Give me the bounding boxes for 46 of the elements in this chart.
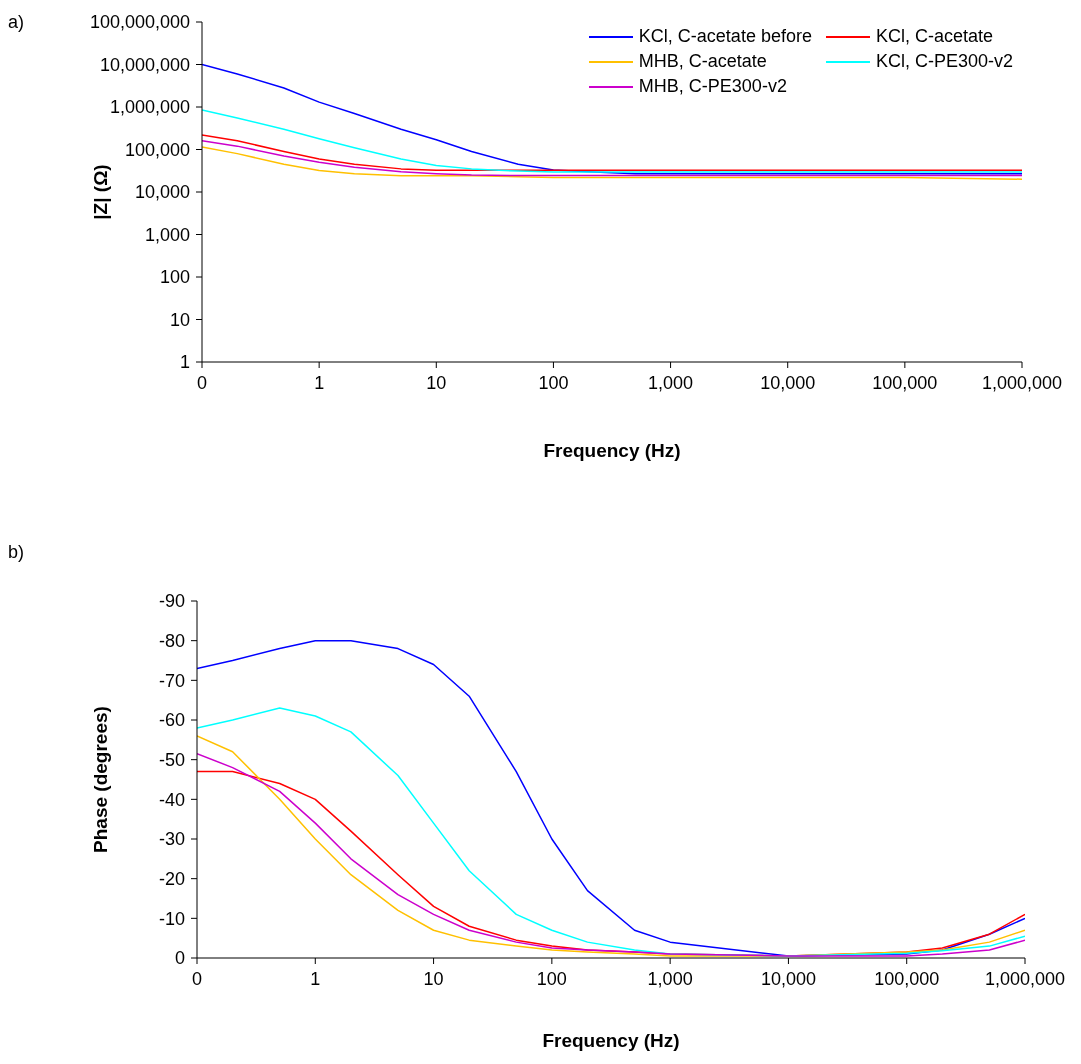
y-tick-label: 100,000,000 — [89, 12, 190, 33]
y-tick-label: -90 — [158, 591, 185, 612]
y-tick-label: 10,000 — [134, 182, 190, 203]
x-tick-label: 100,000 — [872, 372, 938, 393]
x-tick-label: 10,000 — [760, 968, 816, 989]
x-tick-label: 1 — [314, 372, 325, 393]
x-tick-label: 10 — [423, 968, 444, 989]
x-tick-label: 10 — [426, 372, 447, 393]
legend-label: KCl, C-acetate before — [638, 26, 812, 47]
text: b) — [8, 542, 25, 563]
legend-label: KCl, C-PE300-v2 — [875, 51, 1013, 72]
x-tick-label: 1 — [310, 968, 321, 989]
y-tick-label: 10,000,000 — [99, 54, 190, 75]
y-tick-label: 10 — [169, 309, 190, 330]
y-axis-title: Phase (degrees) — [89, 706, 111, 853]
x-tick-label: 0 — [191, 968, 203, 989]
y-tick-label: -50 — [158, 750, 185, 771]
y-tick-label: 0 — [174, 948, 185, 969]
legend-label: MHB, C-PE300-v2 — [638, 76, 787, 97]
x-tick-label: 0 — [196, 372, 208, 393]
x-tick-label: 1,000,000 — [981, 372, 1063, 393]
x-axis-title: Frequency (Hz) — [542, 1030, 680, 1051]
y-tick-label: -10 — [158, 908, 185, 929]
y-tick-label: -30 — [158, 829, 185, 850]
y-tick-label: -40 — [158, 789, 185, 810]
legend-label: MHB, C-acetate — [638, 51, 767, 72]
x-tick-label: 1,000 — [647, 968, 693, 989]
y-tick-label: -80 — [158, 631, 185, 652]
y-tick-label: 1 — [179, 352, 190, 373]
x-tick-label: 10,000 — [760, 372, 816, 393]
x-tick-label: 100,000 — [874, 968, 940, 989]
y-axis-title: |Z| (Ω) — [89, 164, 111, 220]
y-tick-label: 100,000 — [124, 139, 190, 160]
y-tick-label: -60 — [158, 710, 185, 731]
x-tick-label: 100 — [536, 968, 567, 989]
x-tick-label: 100 — [538, 372, 569, 393]
text: a) — [8, 12, 25, 33]
x-tick-label: 1,000,000 — [984, 968, 1066, 989]
y-tick-label: 100 — [159, 267, 190, 288]
legend-label: KCl, C-acetate — [875, 26, 993, 47]
x-tick-label: 1,000 — [648, 372, 694, 393]
y-tick-label: 1,000 — [144, 224, 190, 245]
y-tick-label: -70 — [158, 670, 185, 691]
y-tick-label: 1,000,000 — [109, 97, 190, 118]
y-tick-label: -20 — [158, 869, 185, 890]
x-axis-title: Frequency (Hz) — [543, 440, 681, 461]
